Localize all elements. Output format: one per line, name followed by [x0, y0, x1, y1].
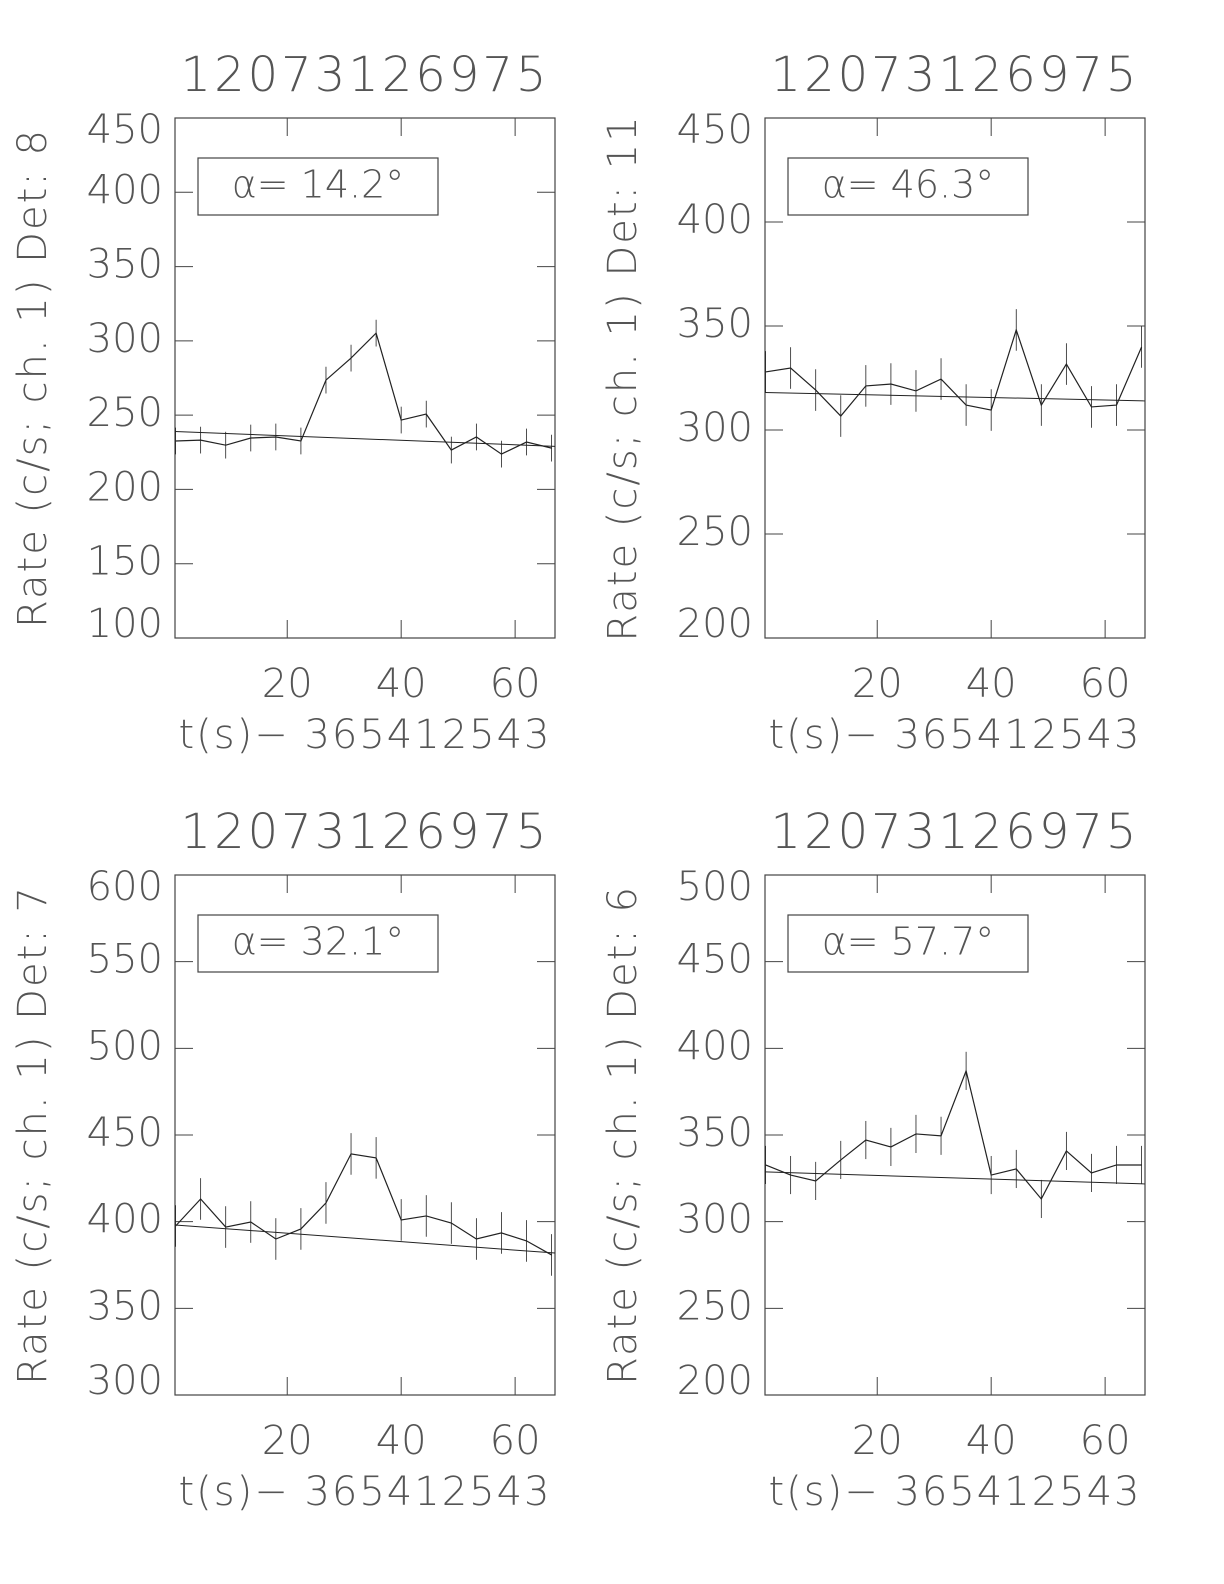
plot-frame [764, 117, 1146, 639]
x-tick-label: 20 [852, 661, 903, 707]
x-tick-label: 60 [490, 661, 541, 707]
panel: 12073126975 100 150 200 250 300 350 400 450 20 40 6… [10, 47, 556, 758]
y-tick-label: 300 [87, 1358, 163, 1404]
x-axis-label: t(s)− 365412543 [178, 712, 551, 758]
y-tick-label: 450 [87, 107, 163, 153]
y-tick-label: 500 [677, 864, 753, 910]
panel: 12073126975 300 350 400 450 500 550 600 20 40 60 t(… [10, 804, 556, 1515]
data-line [765, 1068, 1142, 1201]
y-tick-label: 300 [677, 405, 753, 451]
y-axis-label: Rate (c/s; ch. 1) Det: 7 [10, 885, 56, 1385]
y-tick-label: 150 [87, 539, 163, 585]
panel: 12073126975 200 250 300 350 400 450 20 40 60 t(s)−… [600, 47, 1146, 758]
y-tick-label: 400 [87, 1197, 163, 1243]
panel-title: 12073126975 [771, 804, 1140, 860]
fit-line [764, 392, 1146, 402]
y-tick-label: 300 [677, 1197, 753, 1243]
annotation: α= 46.3° [822, 163, 995, 207]
y-tick-label: 200 [677, 1358, 753, 1404]
data-line [175, 331, 552, 455]
plot-frame [174, 117, 556, 639]
y-tick-label: 350 [87, 1283, 163, 1329]
x-tick-label: 40 [966, 1418, 1017, 1464]
y-tick-label: 400 [87, 167, 163, 213]
annotation: α= 14.2° [232, 163, 405, 207]
y-tick-label: 100 [87, 601, 163, 647]
y-axis-label: Rate (c/s; ch. 1) Det: 11 [600, 114, 646, 641]
y-tick-label: 600 [87, 864, 163, 910]
y-tick-label: 200 [677, 601, 753, 647]
x-axis-label: t(s)− 365412543 [768, 712, 1141, 758]
panel-title: 12073126975 [771, 47, 1140, 103]
panel: 12073126975 200 250 300 350 400 450 500 20 40 60 t(… [600, 804, 1146, 1515]
annotation-box [787, 914, 1029, 973]
y-axis-label: Rate (c/s; ch. 1) Det: 6 [600, 885, 646, 1385]
x-tick-label: 40 [966, 661, 1017, 707]
annotation-box [197, 157, 439, 216]
y-tick-label: 550 [87, 937, 163, 983]
y-tick-label: 400 [677, 197, 753, 243]
data-line [765, 328, 1143, 417]
x-tick-label: 60 [1080, 661, 1131, 707]
annotation: α= 57.7° [822, 920, 995, 964]
y-tick-label: 300 [87, 316, 163, 362]
x-tick-label: 20 [262, 661, 313, 707]
y-tick-label: 450 [87, 1110, 163, 1156]
y-tick-label: 350 [87, 242, 163, 288]
x-tick-label: 20 [262, 1418, 313, 1464]
annotation-box [197, 914, 439, 973]
panel-title: 12073126975 [181, 804, 550, 860]
fit-line [764, 1171, 1146, 1185]
y-tick-label: 350 [677, 1110, 753, 1156]
annotation-box [787, 157, 1029, 216]
y-tick-label: 250 [677, 509, 753, 555]
fit-line [174, 1224, 556, 1254]
panel-title: 12073126975 [181, 47, 550, 103]
y-tick-label: 250 [87, 390, 163, 436]
fit-line [174, 430, 556, 447]
x-axis-label: t(s)− 365412543 [768, 1469, 1141, 1515]
y-axis-label: Rate (c/s; ch. 1) Det: 8 [10, 128, 56, 628]
x-tick-label: 60 [1080, 1418, 1131, 1464]
x-axis-label: t(s)− 365412543 [178, 1469, 551, 1515]
y-tick-label: 450 [677, 107, 753, 153]
x-tick-label: 40 [376, 1418, 427, 1464]
y-tick-label: 450 [677, 937, 753, 983]
y-tick-label: 500 [87, 1023, 163, 1069]
annotation: α= 32.1° [232, 920, 405, 964]
x-tick-label: 20 [852, 1418, 903, 1464]
x-tick-label: 40 [376, 661, 427, 707]
y-tick-label: 400 [677, 1023, 753, 1069]
y-tick-label: 200 [87, 464, 163, 510]
y-tick-label: 350 [677, 301, 753, 347]
data-line [175, 1153, 552, 1256]
x-tick-label: 60 [490, 1418, 541, 1464]
y-tick-label: 250 [677, 1283, 753, 1329]
